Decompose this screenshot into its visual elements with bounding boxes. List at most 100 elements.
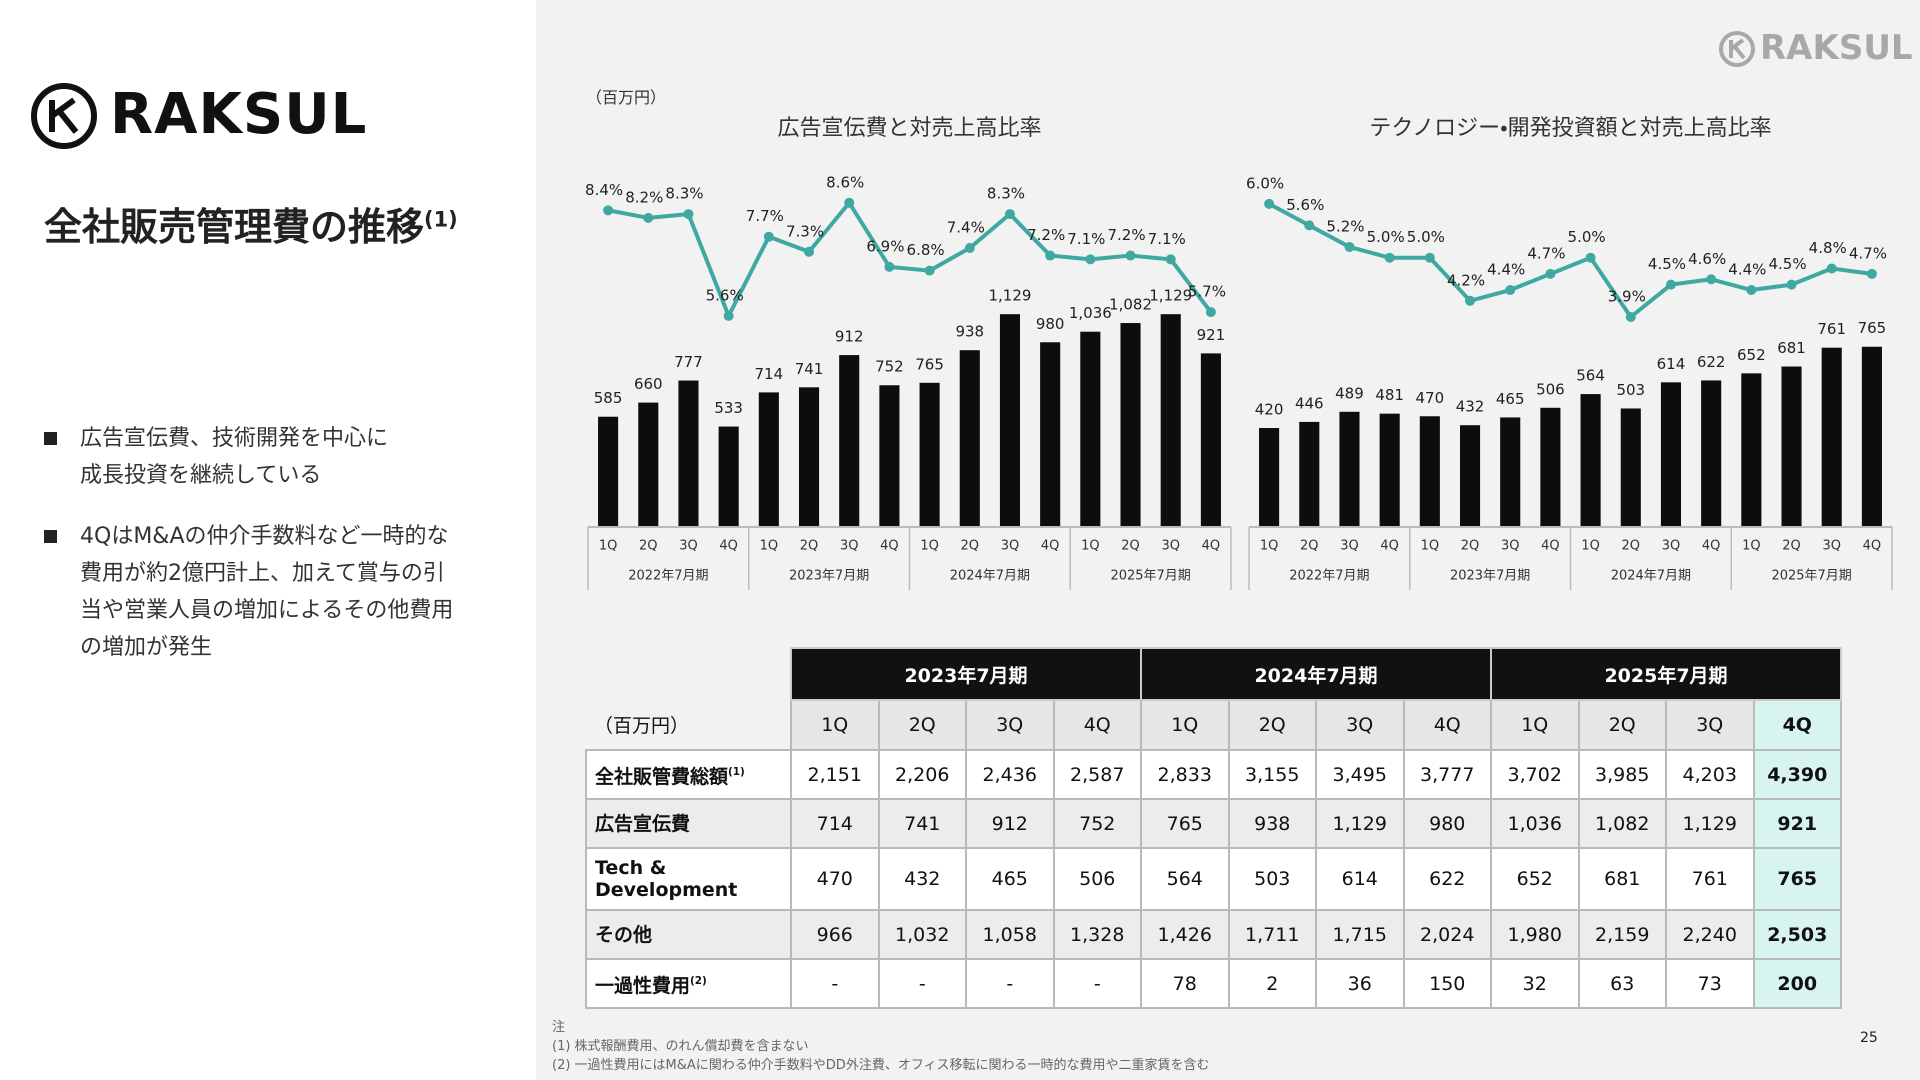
ratio-point bbox=[1264, 198, 1275, 209]
bar bbox=[959, 350, 980, 527]
x-tick-label: 3Q bbox=[1001, 539, 1020, 554]
data-row: Tech & Development 470 432 465 506 564 503 614 6… bbox=[585, 847, 1842, 911]
table-cell: 1,715 bbox=[1315, 909, 1405, 960]
ratio-point bbox=[1384, 252, 1395, 263]
row-label-text: その他 bbox=[595, 923, 653, 946]
ratio-label: 7.4% bbox=[947, 219, 985, 237]
ratio-label: 7.1% bbox=[1067, 230, 1105, 248]
ratio-label: 5.6% bbox=[706, 286, 744, 304]
ratio-point bbox=[884, 261, 895, 272]
data-row: 広告宣伝費 714 741 912 752 765 938 1,129 980 1,036 1,08… bbox=[585, 798, 1842, 849]
table-cell: 1,980 bbox=[1490, 909, 1580, 960]
ratio-label: 7.7% bbox=[746, 207, 784, 225]
table-cell: 1,058 bbox=[965, 909, 1055, 960]
table-cell: 2,024 bbox=[1402, 909, 1492, 960]
quarter-header: 2Q bbox=[1227, 699, 1317, 751]
x-tick-label: 4Q bbox=[880, 539, 899, 554]
table-cell: 2,833 bbox=[1140, 749, 1230, 800]
quarter-header: 1Q bbox=[790, 699, 880, 751]
data-row: その他 966 1,032 1,058 1,328 1,426 1,711 1,715 2,02… bbox=[585, 909, 1842, 960]
bar bbox=[598, 416, 619, 527]
group-label: 2022年7月期 bbox=[628, 569, 708, 584]
bar-label: 585 bbox=[594, 389, 623, 407]
bar bbox=[839, 355, 860, 527]
note-line: (2) 一過性費用にはM&Aに関わる仲介手数料やDD外注費、オフィス移転に関わる… bbox=[552, 1058, 1210, 1073]
bar bbox=[1200, 353, 1221, 527]
bar-label: 660 bbox=[634, 375, 663, 393]
ratio-label: 5.7% bbox=[1188, 283, 1226, 301]
table-cell: 1,426 bbox=[1140, 909, 1230, 960]
table-cell: 63 bbox=[1577, 958, 1667, 1009]
group-label: 2025年7月期 bbox=[1110, 569, 1190, 584]
table-cell: 470 bbox=[790, 847, 880, 911]
quarter-header: 3Q bbox=[1315, 699, 1405, 751]
bar-label: 506 bbox=[1536, 380, 1565, 398]
bullet-line: 成長投資を継続している bbox=[80, 463, 322, 488]
chart-unit: （百万円） bbox=[586, 88, 667, 107]
ratio-label: 5.0% bbox=[1407, 228, 1445, 246]
x-tick-label: 4Q bbox=[1702, 539, 1721, 554]
bullet-line: の増加が発生 bbox=[80, 635, 213, 660]
ratio-point bbox=[1424, 252, 1435, 263]
table-cell: 1,129 bbox=[1665, 798, 1755, 849]
table-cell: - bbox=[790, 958, 880, 1009]
ratio-point bbox=[1625, 311, 1636, 322]
x-tick-label: 2Q bbox=[800, 539, 819, 554]
bar-label: 533 bbox=[714, 399, 743, 417]
ratio-label: 4.2% bbox=[1447, 271, 1485, 289]
row-note-mark: (2) bbox=[690, 975, 707, 988]
table-cell: - bbox=[1052, 958, 1142, 1009]
data-row: 全社販管費総額(1) 2,151 2,206 2,436 2,587 2,833 3,155… bbox=[585, 749, 1842, 800]
x-tick-label: 4Q bbox=[719, 539, 738, 554]
table-cell: 980 bbox=[1402, 798, 1492, 849]
bar bbox=[1379, 413, 1400, 527]
chart-title: 広告宣伝費と対売上高比率 bbox=[777, 116, 1041, 141]
ratio-point bbox=[1165, 254, 1176, 265]
ratio-label: 4.8% bbox=[1809, 239, 1847, 257]
ratio-point bbox=[1866, 268, 1877, 279]
period-header: 2023年7月期 bbox=[790, 647, 1142, 701]
ratio-label: 4.5% bbox=[1648, 255, 1686, 273]
ratio-point bbox=[1045, 250, 1056, 261]
ratio-label: 5.2% bbox=[1326, 217, 1364, 235]
bullet: 広告宣伝費、技術開発を中心に 成長投資を継続している bbox=[44, 420, 388, 494]
bar-label: 481 bbox=[1375, 386, 1404, 404]
quarter-header: 2Q bbox=[877, 699, 967, 751]
table-cell: 765 bbox=[1140, 798, 1230, 849]
bar bbox=[919, 382, 940, 527]
ratio-line bbox=[1268, 202, 1873, 319]
left-panel bbox=[0, 0, 536, 1080]
ratio-point bbox=[1125, 250, 1136, 261]
x-tick-label: 1Q bbox=[1742, 539, 1761, 554]
table-cell: - bbox=[965, 958, 1055, 1009]
bar-label: 1,036 bbox=[1069, 304, 1112, 322]
x-tick-label: 1Q bbox=[1421, 539, 1440, 554]
quarter-header: 4Q bbox=[1052, 699, 1142, 751]
row-label-text: 広告宣伝費 bbox=[595, 812, 691, 835]
quarter-header: 1Q bbox=[1140, 699, 1230, 751]
period-header: 2024年7月期 bbox=[1140, 647, 1492, 701]
ratio-point bbox=[1505, 285, 1516, 296]
bar-label: 1,082 bbox=[1109, 296, 1152, 314]
bullet-line: 費用が約2億円計上、加えて賞与の引 bbox=[80, 561, 445, 586]
logo-text: RAKSUL bbox=[110, 82, 368, 147]
table-cell: 78 bbox=[1140, 958, 1230, 1009]
ratio-point bbox=[1465, 295, 1476, 306]
table-body: 2023年7月期 2024年7月期 2025年7月期 （百万円） 1Q 2Q 3Q 4Q 1Q 2… bbox=[585, 647, 1842, 1009]
x-tick-label: 2Q bbox=[1782, 539, 1801, 554]
x-tick-label: 3Q bbox=[1822, 539, 1841, 554]
row-label-text: 一過性費用 bbox=[595, 974, 691, 997]
ratio-point bbox=[763, 231, 774, 242]
ratio-point bbox=[1304, 220, 1315, 231]
table-cell: 761 bbox=[1665, 847, 1755, 911]
ratio-label: 7.1% bbox=[1148, 230, 1186, 248]
bar-label: 652 bbox=[1737, 346, 1766, 364]
bullet-marker bbox=[44, 432, 57, 445]
ratio-line bbox=[607, 200, 1213, 318]
table-cell: 73 bbox=[1665, 958, 1755, 1009]
bar bbox=[1701, 380, 1722, 527]
x-tick-label: 3Q bbox=[840, 539, 859, 554]
table-cell: 1,711 bbox=[1227, 909, 1317, 960]
x-tick-label: 1Q bbox=[920, 539, 939, 554]
